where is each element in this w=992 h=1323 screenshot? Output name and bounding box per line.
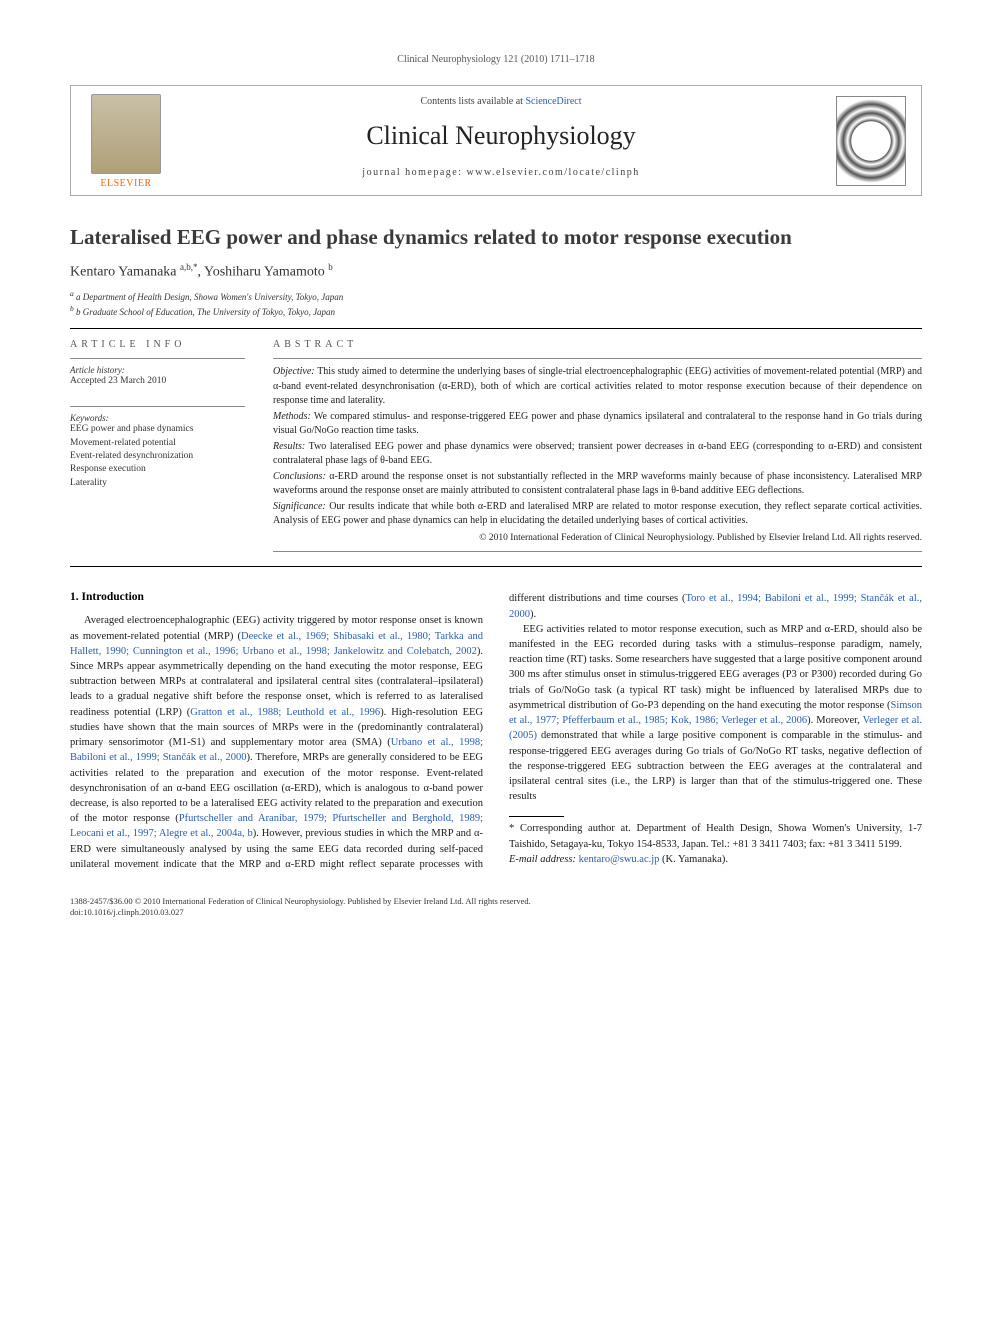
history-label: Article history: — [70, 365, 245, 375]
abstract-results: Results: Two lateralised EEG power and p… — [273, 440, 922, 469]
keyword: Response execution — [70, 463, 245, 476]
homepage-url[interactable]: www.elsevier.com/locate/clinph — [467, 167, 640, 178]
divider — [70, 566, 922, 567]
article-info-heading: ARTICLE INFO — [70, 339, 245, 350]
journal-header-box: ELSEVIER Contents lists available at Sci… — [70, 85, 922, 196]
divider — [273, 358, 922, 359]
article-info: ARTICLE INFO Article history: Accepted 2… — [70, 339, 245, 558]
journal-homepage: journal homepage: www.elsevier.com/locat… — [189, 167, 813, 178]
keyword: Laterality — [70, 477, 245, 490]
page-footer: 1388-2457/$36.00 © 2010 International Fe… — [70, 896, 922, 918]
journal-title: Clinical Neurophysiology — [189, 121, 813, 151]
keyword: Event-related desynchronization — [70, 450, 245, 463]
journal-center: Contents lists available at ScienceDirec… — [181, 86, 821, 195]
body-columns: 1. Introduction Averaged electroencephal… — [70, 591, 922, 872]
author-affil-sup: a,b,* — [180, 262, 198, 272]
corresponding-email: E-mail address: kentaro@swu.ac.jp (K. Ya… — [509, 852, 922, 867]
journal-cover-block — [821, 86, 921, 195]
keyword: Movement-related potential — [70, 437, 245, 450]
publisher-name: ELSEVIER — [100, 178, 151, 189]
footer-doi: doi:10.1016/j.clinph.2010.03.027 — [70, 907, 922, 918]
page: Clinical Neurophysiology 121 (2010) 1711… — [0, 0, 992, 958]
footnote-rule — [509, 816, 564, 817]
abstract: ABSTRACT Objective: This study aimed to … — [273, 339, 922, 558]
affiliation: a a Department of Health Design, Showa W… — [70, 289, 922, 304]
article-title: Lateralised EEG power and phase dynamics… — [70, 224, 922, 250]
divider — [70, 406, 245, 407]
publisher-logo — [91, 94, 161, 174]
divider — [70, 328, 922, 329]
abstract-methods: Methods: We compared stimulus- and respo… — [273, 410, 922, 439]
abstract-significance: Significance: Our results indicate that … — [273, 500, 922, 529]
abstract-conclusions: Conclusions: α-ERD around the response o… — [273, 470, 922, 499]
abstract-copyright: © 2010 International Federation of Clini… — [273, 532, 922, 546]
history-value: Accepted 23 March 2010 — [70, 375, 245, 388]
corresponding-author: * Corresponding author at. Department of… — [509, 821, 922, 851]
contents-prefix: Contents lists available at — [420, 96, 525, 107]
sciencedirect-link[interactable]: ScienceDirect — [525, 96, 581, 107]
journal-cover-icon — [836, 96, 906, 186]
divider — [273, 551, 922, 552]
keywords-label: Keywords: — [70, 413, 245, 423]
abstract-objective: Objective: This study aimed to determine… — [273, 365, 922, 409]
contents-line: Contents lists available at ScienceDirec… — [189, 96, 813, 107]
homepage-prefix: journal homepage: — [362, 167, 466, 178]
email-link[interactable]: kentaro@swu.ac.jp — [579, 854, 660, 865]
info-abstract-row: ARTICLE INFO Article history: Accepted 2… — [70, 339, 922, 558]
keyword: EEG power and phase dynamics — [70, 423, 245, 436]
authors: Kentaro Yamanaka a,b,*, Yoshiharu Yamamo… — [70, 262, 922, 281]
intro-paragraph: EEG activities related to motor response… — [509, 622, 922, 805]
footer-issn: 1388-2457/$36.00 © 2010 International Fe… — [70, 896, 922, 907]
footnote-block: * Corresponding author at. Department of… — [509, 816, 922, 867]
section-heading-introduction: 1. Introduction — [70, 591, 483, 603]
running-header: Clinical Neurophysiology 121 (2010) 1711… — [70, 54, 922, 65]
affiliations: a a Department of Health Design, Showa W… — [70, 289, 922, 318]
affiliation: b b Graduate School of Education, The Un… — [70, 304, 922, 319]
abstract-heading: ABSTRACT — [273, 339, 922, 350]
citation-link[interactable]: Gratton et al., 1988; Leuthold et al., 1… — [190, 707, 380, 718]
author-affil-sup: b — [328, 262, 333, 272]
divider — [70, 358, 245, 359]
publisher-block: ELSEVIER — [71, 86, 181, 195]
